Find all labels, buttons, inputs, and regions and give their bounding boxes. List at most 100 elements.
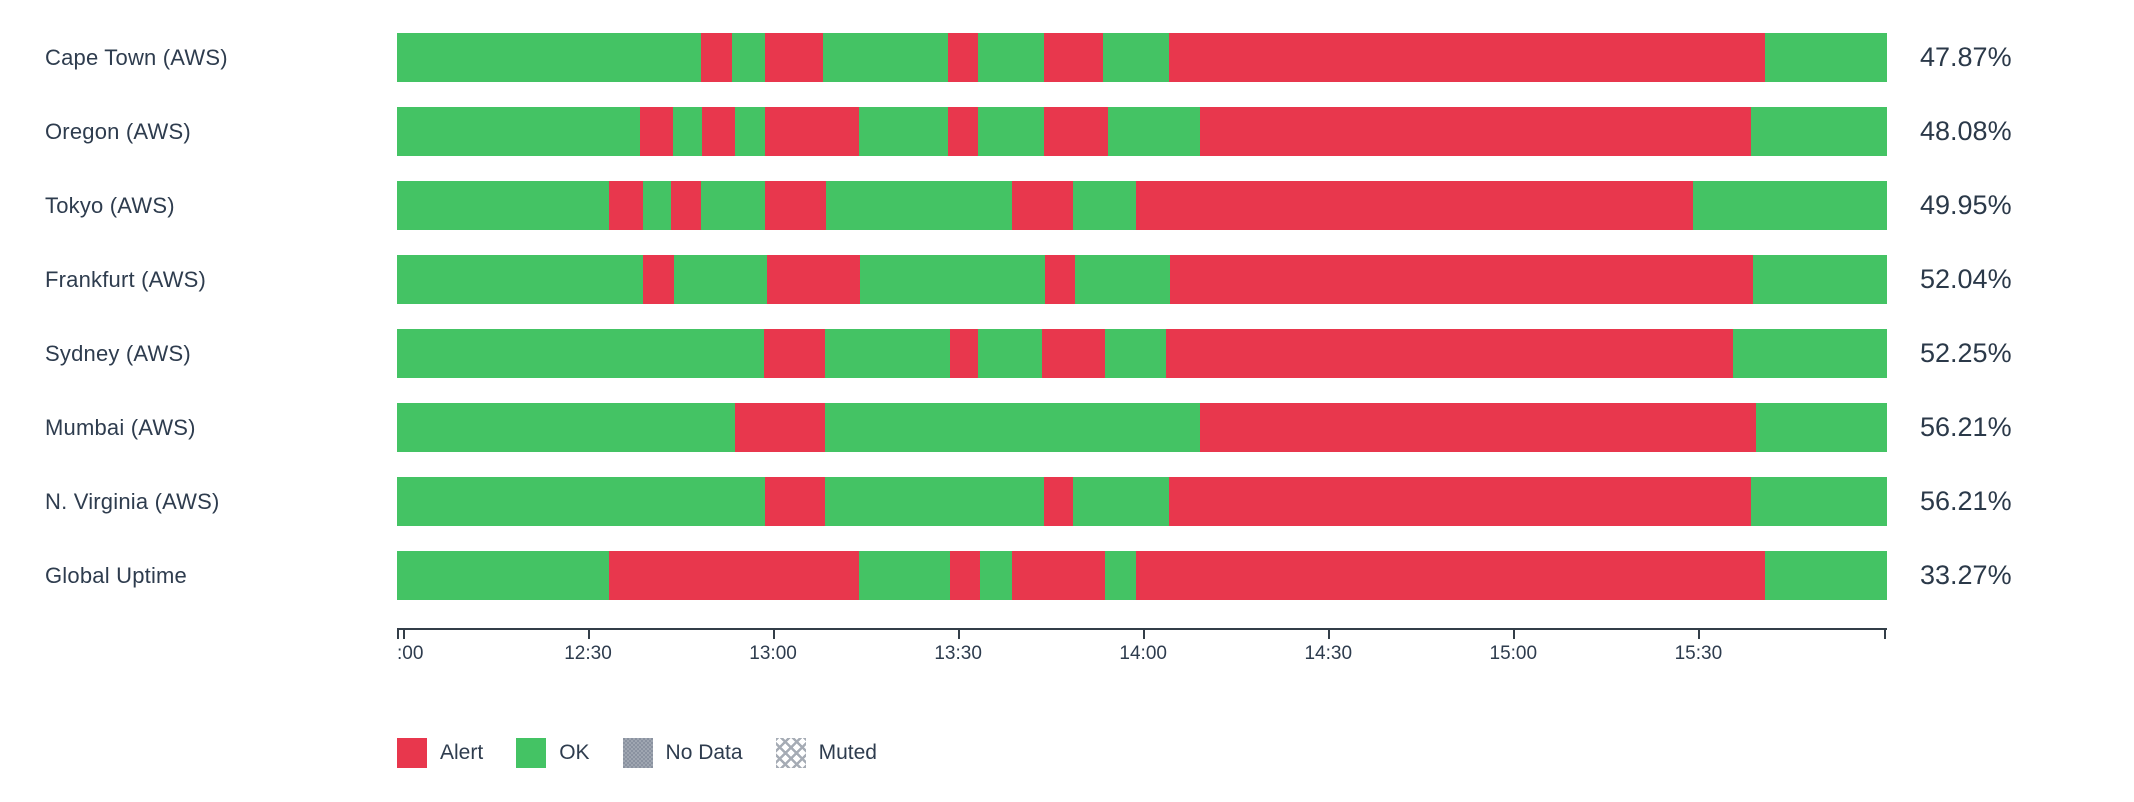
status-segment-alert[interactable] (1045, 255, 1075, 304)
status-segment-ok[interactable] (1107, 107, 1201, 156)
axis-tick-label: 15:30 (1674, 643, 1723, 664)
status-segment-ok[interactable] (642, 181, 672, 230)
status-segment-alert[interactable] (1012, 551, 1105, 600)
status-segment-ok[interactable] (1764, 33, 1887, 82)
status-segment-ok[interactable] (978, 107, 1044, 156)
status-bar (397, 477, 1887, 526)
time-axis-line (397, 628, 1887, 630)
status-segment-alert[interactable] (1043, 33, 1104, 82)
axis-tick (1328, 628, 1331, 639)
row-label: N. Virginia (AWS) (45, 488, 220, 514)
status-segment-ok[interactable] (1104, 551, 1136, 600)
status-bar (397, 181, 1887, 230)
status-segment-alert[interactable] (1200, 403, 1756, 452)
status-bar (397, 329, 1887, 378)
uptime-value: 56.21% (1920, 412, 2012, 442)
status-segment-ok[interactable] (1693, 181, 1887, 230)
status-segment-ok[interactable] (397, 107, 640, 156)
status-segment-alert[interactable] (1135, 551, 1765, 600)
status-segment-ok[interactable] (1751, 477, 1887, 526)
status-segment-alert[interactable] (1168, 477, 1752, 526)
monitor-row: Oregon (AWS) 48.08% (0, 107, 2134, 156)
status-segment-alert[interactable] (765, 477, 825, 526)
status-segment-ok[interactable] (397, 181, 609, 230)
status-segment-ok[interactable] (1752, 255, 1887, 304)
status-segment-alert[interactable] (948, 33, 979, 82)
status-segment-alert[interactable] (642, 255, 675, 304)
status-segment-ok[interactable] (978, 329, 1043, 378)
legend-item-ok: OK (516, 738, 590, 768)
status-segment-ok[interactable] (397, 329, 764, 378)
status-segment-alert[interactable] (608, 551, 859, 600)
status-segment-alert[interactable] (766, 255, 861, 304)
status-segment-alert[interactable] (608, 181, 643, 230)
status-segment-alert[interactable] (671, 181, 701, 230)
status-segment-ok[interactable] (397, 477, 766, 526)
status-segment-ok[interactable] (674, 255, 767, 304)
uptime-value: 48.08% (1920, 116, 2012, 146)
status-segment-ok[interactable] (979, 551, 1013, 600)
status-segment-alert[interactable] (1042, 329, 1105, 378)
status-segment-ok[interactable] (978, 33, 1044, 82)
status-segment-ok[interactable] (823, 33, 949, 82)
status-segment-ok[interactable] (700, 181, 765, 230)
status-segment-alert[interactable] (1135, 181, 1694, 230)
status-segment-ok[interactable] (1103, 33, 1169, 82)
status-segment-alert[interactable] (700, 33, 733, 82)
status-segment-alert[interactable] (1043, 477, 1074, 526)
status-segment-alert[interactable] (1012, 181, 1074, 230)
axis-tick-label: 15:00 (1489, 643, 1538, 664)
legend-swatch-ok (516, 738, 547, 768)
status-segment-ok[interactable] (824, 477, 1044, 526)
row-label: Tokyo (AWS) (45, 192, 175, 218)
status-segment-alert[interactable] (702, 107, 736, 156)
status-bar (397, 33, 1887, 82)
status-segment-alert[interactable] (1165, 329, 1734, 378)
legend-item-no-data: No Data (622, 738, 743, 768)
status-segment-alert[interactable] (949, 551, 980, 600)
status-segment-alert[interactable] (765, 181, 827, 230)
status-segment-alert[interactable] (949, 329, 979, 378)
uptime-value: 33.27% (1920, 560, 2012, 590)
status-segment-ok[interactable] (826, 181, 1013, 230)
monitor-row: Frankfurt (AWS) 52.04% (0, 255, 2134, 304)
axis-end-tick (397, 628, 399, 639)
status-segment-ok[interactable] (397, 403, 736, 452)
uptime-value: 52.04% (1920, 264, 2012, 294)
status-segment-ok[interactable] (735, 107, 765, 156)
status-segment-alert[interactable] (763, 329, 825, 378)
status-segment-ok[interactable] (1764, 551, 1887, 600)
status-segment-alert[interactable] (765, 33, 824, 82)
status-segment-ok[interactable] (858, 551, 950, 600)
status-segment-alert[interactable] (1168, 33, 1765, 82)
status-segment-ok[interactable] (1755, 403, 1887, 452)
status-segment-alert[interactable] (1170, 255, 1753, 304)
status-segment-ok[interactable] (824, 403, 1201, 452)
status-segment-ok[interactable] (824, 329, 950, 378)
status-segment-ok[interactable] (672, 107, 703, 156)
status-segment-ok[interactable] (858, 107, 949, 156)
status-segment-alert[interactable] (764, 107, 859, 156)
status-segment-ok[interactable] (397, 551, 609, 600)
legend-swatch-nodata (622, 738, 653, 768)
status-segment-ok[interactable] (397, 33, 701, 82)
status-segment-alert[interactable] (948, 107, 979, 156)
time-axis: :00 12:30 13:00 13:30 14:00 14:30 15:00 15:30 (397, 628, 1887, 668)
row-label: Oregon (AWS) (45, 118, 191, 144)
axis-tick-label: 14:30 (1304, 643, 1353, 664)
status-segment-alert[interactable] (639, 107, 673, 156)
status-segment-ok[interactable] (1074, 255, 1171, 304)
status-segment-ok[interactable] (732, 33, 765, 82)
status-segment-alert[interactable] (735, 403, 825, 452)
status-segment-ok[interactable] (397, 255, 643, 304)
legend-label: Alert (440, 741, 484, 764)
status-segment-ok[interactable] (1073, 181, 1136, 230)
status-segment-ok[interactable] (1733, 329, 1887, 378)
status-segment-ok[interactable] (1104, 329, 1166, 378)
status-segment-ok[interactable] (1751, 107, 1887, 156)
status-segment-ok[interactable] (860, 255, 1046, 304)
monitor-row: Mumbai (AWS) 56.21% (0, 403, 2134, 452)
status-segment-alert[interactable] (1200, 107, 1752, 156)
status-segment-ok[interactable] (1073, 477, 1169, 526)
status-segment-alert[interactable] (1043, 107, 1108, 156)
